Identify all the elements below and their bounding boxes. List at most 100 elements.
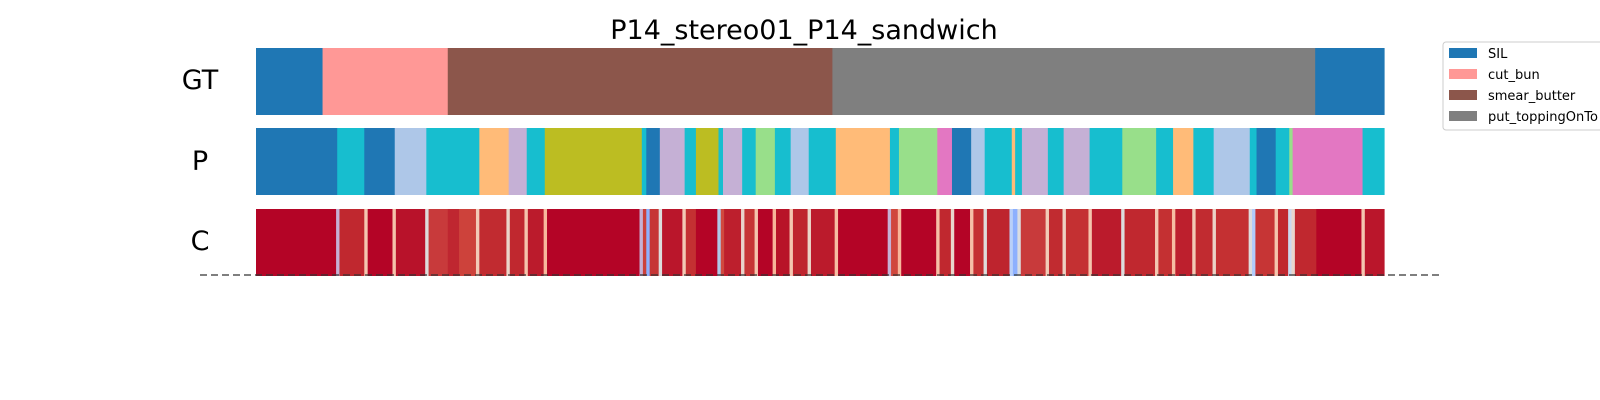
prediction-segment (526, 128, 546, 195)
gt-segment (322, 48, 449, 115)
confidence-segment (1158, 209, 1173, 276)
confidence-segment (1215, 209, 1250, 276)
prediction-segment (1256, 128, 1277, 195)
confidence-segment (954, 209, 971, 276)
confidence-segment (887, 209, 892, 276)
confidence-segment (1195, 209, 1214, 276)
confidence-segment (367, 209, 394, 276)
confidence-segment (1009, 209, 1014, 276)
gt-segment (832, 48, 1316, 115)
confidence-segment (1255, 209, 1276, 276)
confidence-segment (1171, 209, 1176, 276)
prediction-segment (1156, 128, 1174, 195)
confidence-segment (1252, 209, 1256, 276)
prediction-segment (984, 128, 1013, 195)
confidence-segment (986, 209, 1011, 276)
prediction-segment (1275, 128, 1290, 195)
confidence-segment (1124, 209, 1156, 276)
row-label-c: C (191, 226, 210, 257)
confidence-segment (1065, 209, 1090, 276)
confidence-segment (1192, 209, 1197, 276)
legend-label: put_toppingOnTo (1488, 110, 1598, 125)
confidence-segment (744, 209, 756, 276)
confidence-segment (685, 209, 697, 276)
confidence-segment (1212, 209, 1217, 276)
confidence-segment (339, 209, 365, 276)
legend-label: cut_bun (1488, 68, 1540, 83)
confidence-segment (1274, 209, 1279, 276)
legend-frame (1442, 41, 1600, 131)
prediction-segment (508, 128, 528, 195)
gt-row-segments (256, 48, 1385, 115)
confidence-segment (336, 209, 341, 276)
confidence-segment (695, 209, 718, 276)
confidence-segment (392, 209, 397, 276)
confidence-segment (646, 209, 651, 276)
confidence-segment (724, 209, 742, 276)
confidence-segment (1045, 209, 1050, 276)
confidence-segment (1316, 209, 1363, 276)
confidence-segment (1121, 209, 1126, 276)
prediction-row-segments (256, 128, 1385, 195)
prediction-segment (718, 128, 724, 195)
prediction-segment (684, 128, 697, 195)
gt-segment (447, 48, 834, 115)
prediction-segment (1213, 128, 1251, 195)
confidence-segment (662, 209, 683, 276)
confidence-segment (757, 209, 774, 276)
legend-swatch (1449, 111, 1477, 121)
prediction-segment (1193, 128, 1215, 195)
prediction-segment (544, 128, 643, 195)
confidence-segment (428, 209, 449, 276)
confidence-segment (810, 209, 836, 276)
confidence-segment (459, 209, 477, 276)
prediction-segment (808, 128, 837, 195)
prediction-segment (898, 128, 938, 195)
confidence-segment (1091, 209, 1122, 276)
confidence-segment (658, 209, 663, 276)
confidence-segment (754, 209, 759, 276)
prediction-segment (951, 128, 972, 195)
prediction-segment (1249, 128, 1258, 195)
confidence-segment (527, 209, 545, 276)
confidence-segment (1155, 209, 1159, 276)
confidence-segment (639, 209, 644, 276)
prediction-segment (937, 128, 953, 195)
prediction-segment (646, 128, 661, 195)
confidence-row-segments (256, 209, 1385, 276)
confidence-segment (1288, 209, 1293, 276)
prediction-segment (479, 128, 510, 195)
confidence-segment (1048, 209, 1064, 276)
confidence-segment (1361, 209, 1366, 276)
confidence-segment (1294, 209, 1317, 276)
confidence-segment (1291, 209, 1296, 276)
prediction-segment (641, 128, 647, 195)
legend-entry-sil: SIL (1449, 47, 1508, 62)
prediction-segment (1292, 128, 1364, 195)
confidence-segment (973, 209, 985, 276)
prediction-segment (889, 128, 900, 195)
legend-swatch (1449, 90, 1477, 100)
legend-label: smear_butter (1488, 89, 1576, 104)
prediction-segment (1015, 128, 1023, 195)
confidence-segment (970, 209, 974, 276)
confidence-segment (741, 209, 746, 276)
prediction-segment (1021, 128, 1049, 195)
confidence-segment (807, 209, 812, 276)
confidence-segment (395, 209, 426, 276)
confidence-segment (776, 209, 791, 276)
confidence-segment (649, 209, 660, 276)
confidence-segment (1017, 209, 1022, 276)
prediction-segment (659, 128, 686, 195)
confidence-segment (1012, 209, 1018, 276)
confidence-segment (1062, 209, 1067, 276)
prediction-segment (256, 128, 338, 195)
prediction-segment (364, 128, 396, 195)
confidence-segment (506, 209, 511, 276)
confidence-segment (524, 209, 529, 276)
confidence-segment (642, 209, 647, 276)
confidence-segment (772, 209, 777, 276)
confidence-segment (983, 209, 988, 276)
confidence-segment (447, 209, 460, 276)
